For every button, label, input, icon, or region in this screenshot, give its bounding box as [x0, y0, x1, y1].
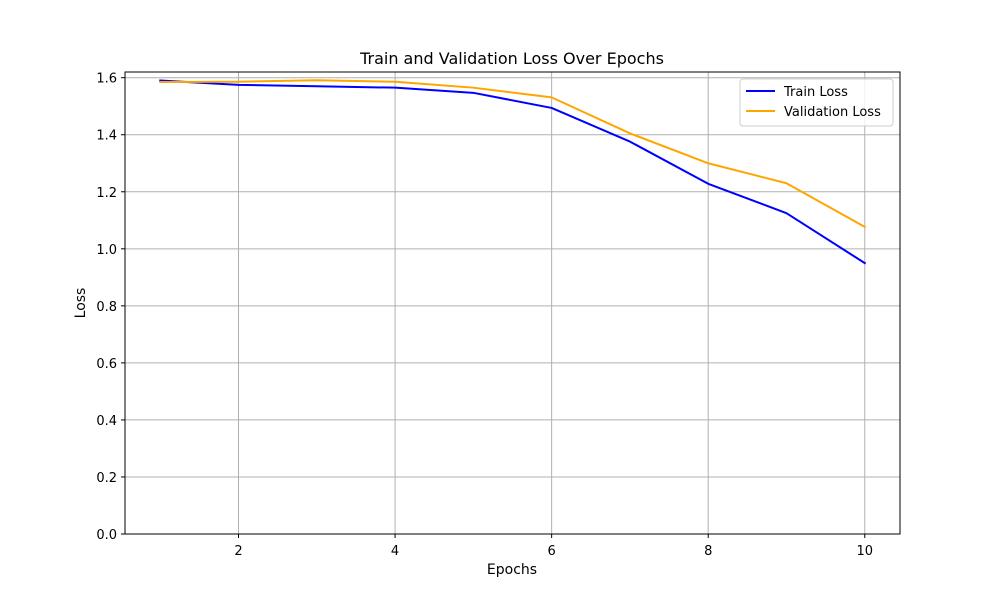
x-tick-label: 2 — [234, 544, 242, 559]
y-tick-label: 1.4 — [96, 129, 117, 144]
x-tick-label: 8 — [704, 544, 712, 559]
legend: Train Loss Validation Loss — [739, 78, 894, 127]
y-tick-label: 1.2 — [96, 186, 117, 201]
series-lines — [159, 79, 867, 265]
chart-title: Train and Validation Loss Over Epochs — [359, 49, 664, 68]
y-tick-label: 0.8 — [96, 300, 117, 315]
x-tick-label: 10 — [856, 544, 873, 559]
x-tick-label: 4 — [391, 544, 399, 559]
grid-lines — [125, 72, 900, 535]
y-tick-label: 0.6 — [96, 357, 117, 372]
axis-ticks: 2 4 6 8 10 0.0 0.2 0.4 0.6 0.8 1.0 1.2 1.4 1.6 — [96, 72, 873, 559]
y-tick-label: 0.2 — [96, 471, 117, 486]
legend-label-train-loss: Train Loss — [783, 85, 848, 100]
x-axis-label: Epochs — [487, 562, 537, 578]
series-line-validation-loss — [159, 79, 867, 229]
legend-label-validation-loss: Validation Loss — [784, 105, 881, 120]
y-tick-label: 1.0 — [96, 243, 117, 258]
series-line-train-loss — [159, 79, 867, 265]
y-tick-label: 1.6 — [96, 72, 117, 87]
legend-box — [739, 78, 894, 127]
y-tick-label: 0.0 — [96, 528, 117, 543]
x-tick-label: 6 — [548, 544, 556, 559]
plot-area-frame — [124, 71, 901, 535]
y-axis-label: Loss — [73, 288, 89, 319]
y-tick-label: 0.4 — [96, 414, 117, 429]
